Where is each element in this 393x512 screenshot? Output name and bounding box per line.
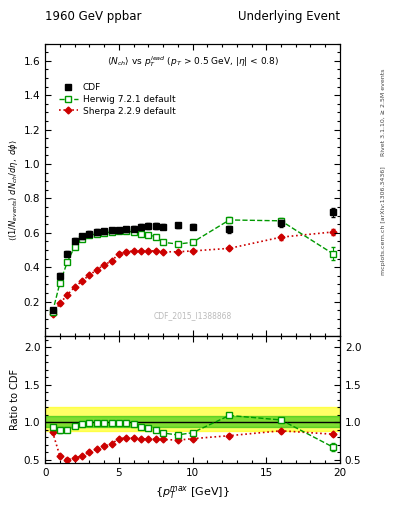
Y-axis label: Ratio to CDF: Ratio to CDF	[9, 369, 20, 430]
Text: $\langle N_{ch}\rangle$ vs $p_{T}^{lead}$ ($p_{T}$ > 0.5 GeV, $|\eta|$ < 0.8): $\langle N_{ch}\rangle$ vs $p_{T}^{lead}…	[107, 54, 279, 69]
Text: Underlying Event: Underlying Event	[238, 10, 340, 23]
Text: CDF_2015_I1388868: CDF_2015_I1388868	[153, 311, 232, 320]
Bar	[45, 407, 340, 431]
X-axis label: $\{p_{T}^{max}\ [\mathrm{GeV}]\}$: $\{p_{T}^{max}\ [\mathrm{GeV}]\}$	[155, 484, 230, 501]
Text: Rivet 3.1.10, ≥ 2.5M events: Rivet 3.1.10, ≥ 2.5M events	[381, 69, 386, 156]
Bar	[45, 416, 340, 426]
Text: mcplots.cern.ch [arXiv:1306.3436]: mcplots.cern.ch [arXiv:1306.3436]	[381, 166, 386, 274]
Y-axis label: $\langle(1/N_{events})\ dN_{ch}/d\eta,\ d\phi\rangle$: $\langle(1/N_{events})\ dN_{ch}/d\eta,\ …	[7, 139, 20, 241]
Legend: CDF, Herwig 7.2.1 default, Sherpa 2.2.9 default: CDF, Herwig 7.2.1 default, Sherpa 2.2.9 …	[59, 83, 176, 116]
Text: 1960 GeV ppbar: 1960 GeV ppbar	[45, 10, 142, 23]
